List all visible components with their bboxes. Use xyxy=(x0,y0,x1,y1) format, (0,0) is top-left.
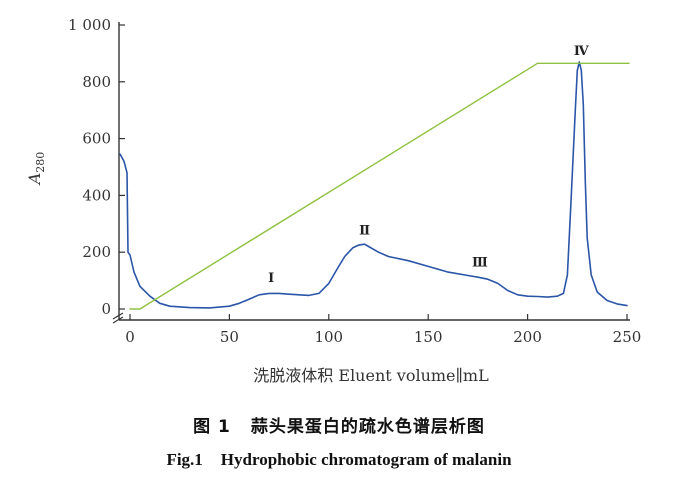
peak-label: Ⅱ xyxy=(359,223,370,238)
peak-label: Ⅳ xyxy=(574,43,589,58)
x-tick-label: 0 xyxy=(125,328,135,346)
gradient-line xyxy=(129,62,630,310)
peak-label: Ⅰ xyxy=(268,270,274,285)
x-tick-label: 150 xyxy=(414,328,443,346)
y-tick-label: 200 xyxy=(82,243,111,261)
y-tick-label: 0 xyxy=(101,300,111,318)
annotation-layer: Ⅰ Ⅱ Ⅲ Ⅳ xyxy=(268,43,589,285)
absorbance-line xyxy=(119,61,628,309)
caption-english: Fig.1 Hydrophobic chromatogram of malanin xyxy=(0,450,678,470)
x-axis-title: 洗脱液体积 Eluent volume∥mL xyxy=(253,366,489,385)
x-tick-label: 50 xyxy=(220,328,239,346)
axes: 0 200 400 600 800 1 000 0 50 100 150 200 250 xyxy=(68,16,641,346)
caption-english-number: Fig.1 xyxy=(166,450,203,469)
y-axis-title-main: A xyxy=(25,173,44,187)
x-tick-label: 200 xyxy=(513,328,542,346)
x-tick-label: 250 xyxy=(613,328,642,346)
y-axis-title: A280 xyxy=(25,152,47,187)
caption-chinese-number: 图 1 xyxy=(193,417,231,437)
y-tick-label: 1 000 xyxy=(68,16,111,34)
caption-chinese: 图 1 蒜头果蛋白的疏水色谱层析图 xyxy=(0,412,678,437)
series-layer xyxy=(119,61,630,310)
caption-english-text: Hydrophobic chromatogram of malanin xyxy=(220,450,512,469)
peak-label: Ⅲ xyxy=(472,254,488,269)
y-tick-label: 400 xyxy=(82,186,111,204)
x-tick-label: 100 xyxy=(314,328,343,346)
chromatogram-chart: 0 200 400 600 800 1 000 0 50 100 150 200 250 Ⅰ Ⅱ Ⅲ Ⅳ A… xyxy=(25,16,641,385)
y-axis-title-sub: 280 xyxy=(34,152,47,173)
caption-chinese-text: 蒜头果蛋白的疏水色谱层析图 xyxy=(250,417,485,437)
y-tick-label: 600 xyxy=(82,130,111,148)
y-tick-label: 800 xyxy=(82,73,111,91)
axis-break-mark xyxy=(112,312,124,324)
